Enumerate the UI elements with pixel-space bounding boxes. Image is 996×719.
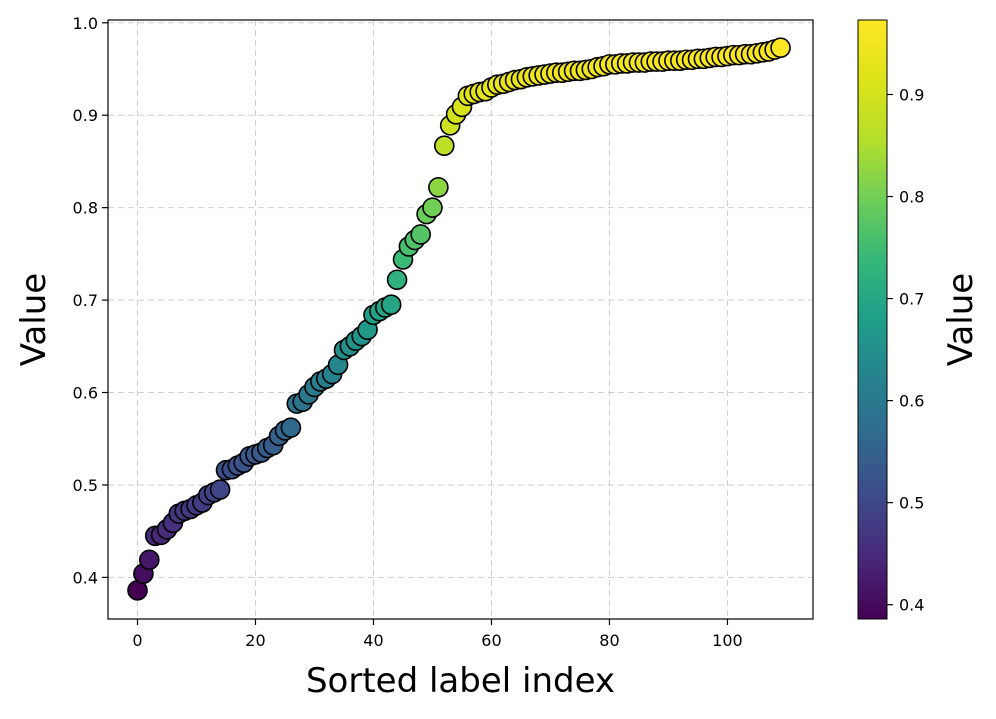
colorbar-tick-label: 0.8 [899, 188, 924, 207]
data-point [380, 294, 402, 316]
x-tick-label: 0 [132, 631, 142, 650]
x-tick-label: 60 [481, 631, 501, 650]
colorbar-tick-label: 0.9 [899, 85, 924, 104]
x-tick-label: 80 [599, 631, 619, 650]
y-tick-label: 0.6 [73, 384, 98, 403]
y-tick-label: 0.5 [73, 476, 98, 495]
data-point [770, 37, 791, 59]
data-point [209, 479, 231, 500]
colorbar-tick-label: 0.7 [899, 290, 924, 309]
x-tick-label: 40 [363, 631, 383, 650]
y-tick-label: 1.0 [73, 14, 98, 33]
data-point [422, 197, 443, 218]
data-point [139, 549, 160, 571]
y-tick-label: 0.8 [73, 199, 98, 218]
colorbar [857, 19, 888, 620]
data-points [127, 37, 791, 601]
y-tick-label: 0.9 [73, 106, 98, 125]
x-axis-ticks: 0 20 40 60 80 100 [132, 619, 743, 650]
x-tick-label: 100 [712, 631, 743, 650]
y-tick-label: 0.4 [73, 568, 98, 587]
plot-area-frame [107, 19, 814, 620]
data-point [410, 224, 431, 245]
colorbar-ticks: 0.4 0.5 0.6 0.7 0.8 0.9 [887, 85, 924, 615]
data-point [386, 269, 408, 291]
colorbar-tick-label: 0.6 [899, 392, 924, 411]
colorbar-tick-label: 0.4 [899, 596, 924, 615]
y-axis-ticks: 0.4 0.5 0.6 0.7 0.8 0.9 1.0 [73, 14, 108, 587]
data-point [280, 417, 302, 438]
data-point [428, 177, 449, 198]
x-tick-label: 20 [245, 631, 265, 650]
y-tick-label: 0.7 [73, 291, 98, 310]
data-point [433, 135, 455, 157]
colorbar-label: Value [941, 273, 981, 366]
colorbar-tick-label: 0.5 [899, 494, 924, 513]
y-axis-label: Value [14, 273, 54, 366]
x-axis-label: Sorted label index [306, 661, 615, 701]
